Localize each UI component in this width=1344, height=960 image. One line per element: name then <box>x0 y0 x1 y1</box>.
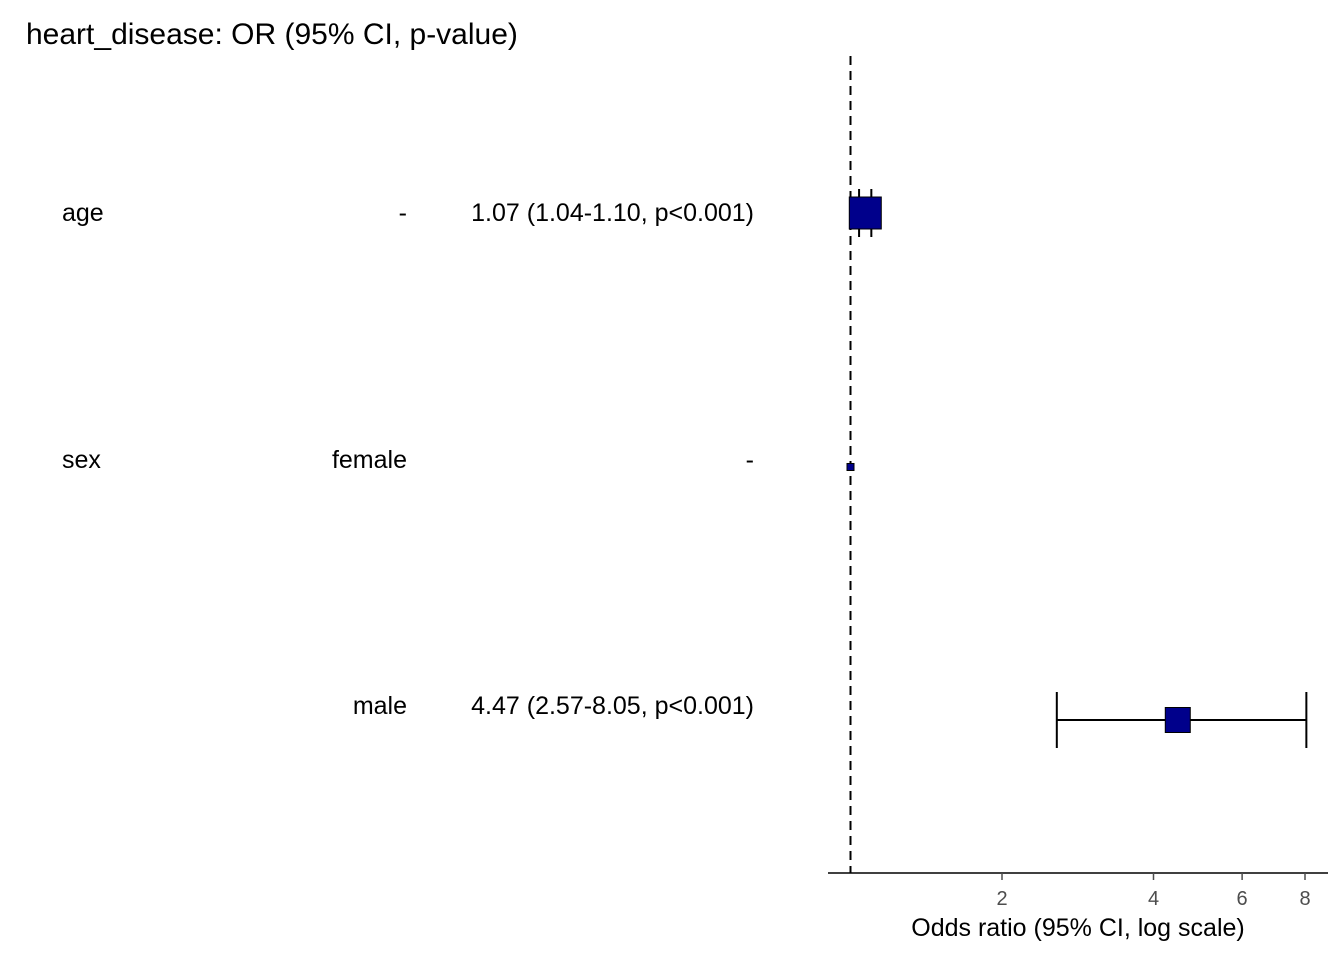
x-tick-label-4: 4 <box>1148 888 1159 910</box>
row-level-male: male <box>352 692 407 720</box>
point-marker-female <box>846 463 855 471</box>
point-marker-male <box>1164 707 1191 733</box>
row-level-female: female <box>331 446 407 474</box>
row-level-age: - <box>398 199 407 227</box>
row-estimate-male: 4.47 (2.57-8.05, p<0.001) <box>471 692 754 720</box>
x-tick-label-8: 8 <box>1299 888 1310 910</box>
row-estimate-age: 1.07 (1.04-1.10, p<0.001) <box>471 199 754 227</box>
x-tick-label-2: 2 <box>996 888 1007 910</box>
row-label-age: age <box>62 199 104 227</box>
row-estimate-female: - <box>745 446 754 474</box>
chart-title: heart_disease: OR (95% CI, p-value) <box>26 18 518 51</box>
x-axis-title: Odds ratio (95% CI, log scale) <box>911 914 1245 942</box>
row-label-sex: sex <box>62 446 101 474</box>
x-tick-label-6: 6 <box>1237 888 1248 910</box>
point-marker-age <box>848 196 882 230</box>
